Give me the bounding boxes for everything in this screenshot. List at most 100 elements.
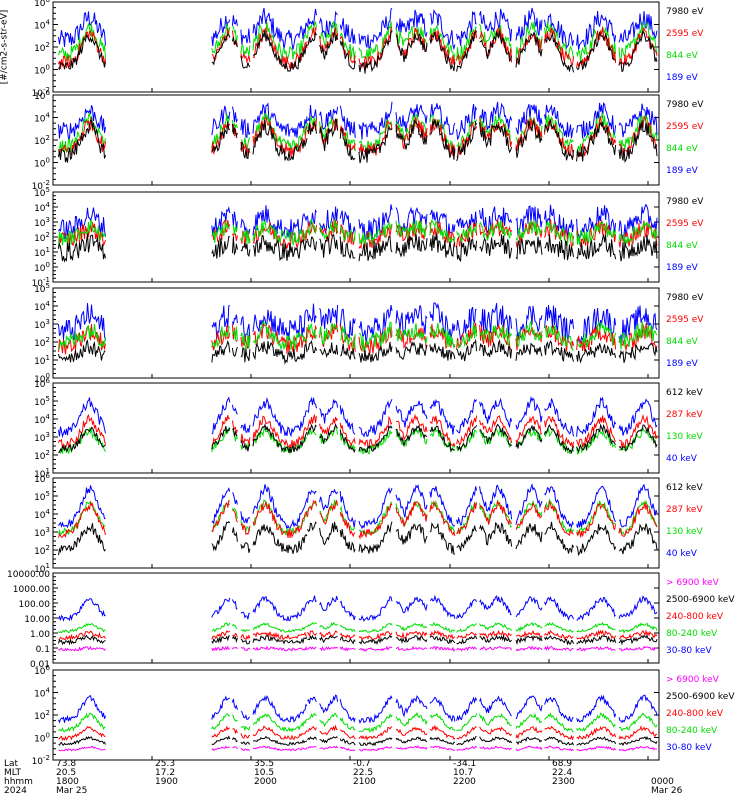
y-tick-label: 100 xyxy=(34,372,50,385)
series-line-red xyxy=(339,422,356,447)
x-tick-hhmm: 0000 xyxy=(651,777,674,787)
series-line-black xyxy=(319,118,339,151)
series-line-green xyxy=(576,111,617,154)
legend-entry: 30-80 keV xyxy=(666,646,712,656)
series-line-red xyxy=(544,416,574,449)
series-line-black xyxy=(58,523,106,556)
series-line-green xyxy=(307,219,317,236)
series-line-green xyxy=(319,219,339,241)
series-line-black xyxy=(231,36,238,48)
panel-8: 10-2100102104106MEPEDProton Flux90deg Te… xyxy=(32,664,736,767)
series-line-black xyxy=(319,342,339,359)
series-line-green xyxy=(307,21,317,39)
series-line-black xyxy=(339,127,356,161)
series-line-red xyxy=(429,629,456,640)
series-line-green xyxy=(618,712,658,732)
series-line-blue xyxy=(479,303,513,337)
series-line-black xyxy=(456,237,478,263)
x-tick-mlt: 10.5 xyxy=(254,768,274,778)
y-tick-label: 100 xyxy=(34,732,50,745)
legend-entry: 189 eV xyxy=(666,73,699,83)
series-line-green xyxy=(358,713,393,733)
series-line-red xyxy=(395,630,428,639)
series-line-red xyxy=(395,413,428,441)
series-line-red xyxy=(240,52,251,64)
y-tick-label: 10-1 xyxy=(32,276,50,289)
y-axis-label: TED FluxElectron Flux0deg Telescope[#/cm… xyxy=(0,10,10,85)
series-line-blue xyxy=(58,485,106,529)
series-line-green xyxy=(240,332,251,352)
series-line-black xyxy=(576,121,617,162)
series-line-blue xyxy=(240,710,251,720)
series-line-green xyxy=(515,321,543,348)
y-tick-label: 105 xyxy=(34,395,50,408)
series-line-blue xyxy=(395,596,428,614)
series-line-blue xyxy=(544,696,574,723)
series-line-black xyxy=(211,425,231,450)
series-line-magenta xyxy=(339,645,356,652)
series-line-blue xyxy=(307,595,317,605)
series-line-red xyxy=(456,726,477,740)
series-line-green xyxy=(544,325,574,351)
series-line-magenta xyxy=(618,645,658,652)
series-line-black xyxy=(307,423,317,435)
series-line-red xyxy=(576,415,617,448)
series-line-black xyxy=(515,120,543,158)
series-line-green xyxy=(252,499,308,537)
series-line-black xyxy=(231,236,238,256)
series-line-black xyxy=(429,119,456,160)
series-line-blue xyxy=(307,696,317,704)
series-line-green xyxy=(358,321,393,353)
y-tick-label: 10-2 xyxy=(32,86,50,99)
series-line-red xyxy=(618,629,658,640)
series-line-magenta xyxy=(544,645,574,652)
series-line-blue xyxy=(515,104,543,135)
series-line-black xyxy=(307,634,317,641)
series-line-blue xyxy=(618,595,658,619)
series-line-black xyxy=(339,236,356,259)
series-line-black xyxy=(307,339,317,354)
series-line-red xyxy=(252,631,308,641)
series-line-green xyxy=(58,219,106,247)
series-line-black xyxy=(252,341,308,365)
series-line-black xyxy=(618,523,658,555)
legend-entry: 40 keV xyxy=(666,454,698,464)
series-line-green xyxy=(479,713,512,727)
series-line-black xyxy=(515,635,543,646)
series-line-red xyxy=(58,630,106,642)
y-tick-label: 0.1 xyxy=(36,645,50,655)
series-line-green xyxy=(358,430,393,456)
series-line-red xyxy=(395,501,428,527)
series-line-green xyxy=(307,322,317,339)
x-tick-date: Mar 25 xyxy=(56,786,87,796)
series-line-red xyxy=(618,115,658,157)
y-tick-label: 104 xyxy=(34,201,50,214)
series-line-red xyxy=(358,631,393,641)
series-line-red xyxy=(429,324,456,350)
series-line-blue xyxy=(339,405,356,435)
series-line-blue xyxy=(429,9,456,51)
series-line-blue xyxy=(429,398,456,435)
series-line-black xyxy=(211,121,231,153)
series-line-blue xyxy=(231,211,238,229)
series-line-green xyxy=(456,322,478,349)
series-line-red xyxy=(232,728,238,735)
y-tick-label: 1000.00 xyxy=(13,585,50,595)
series-line-green xyxy=(429,621,455,633)
x-row-label: 2024 xyxy=(4,786,27,796)
series-line-blue xyxy=(576,597,616,621)
series-line-blue xyxy=(618,11,658,44)
series-line-blue xyxy=(231,314,238,325)
legend-entry: 189 eV xyxy=(666,359,699,369)
panel-frame xyxy=(52,382,660,474)
x-row-label: Lat xyxy=(4,759,19,769)
series-line-blue xyxy=(58,598,106,622)
series-line-blue xyxy=(307,8,317,28)
series-line-red xyxy=(456,222,478,248)
x-tick-hhmm: 2100 xyxy=(353,777,376,787)
series-line-black xyxy=(544,235,574,261)
series-line-black xyxy=(576,736,617,746)
series-line-blue xyxy=(515,205,543,237)
legend-entry: 2595 eV xyxy=(666,315,704,325)
series-line-black xyxy=(252,30,308,72)
